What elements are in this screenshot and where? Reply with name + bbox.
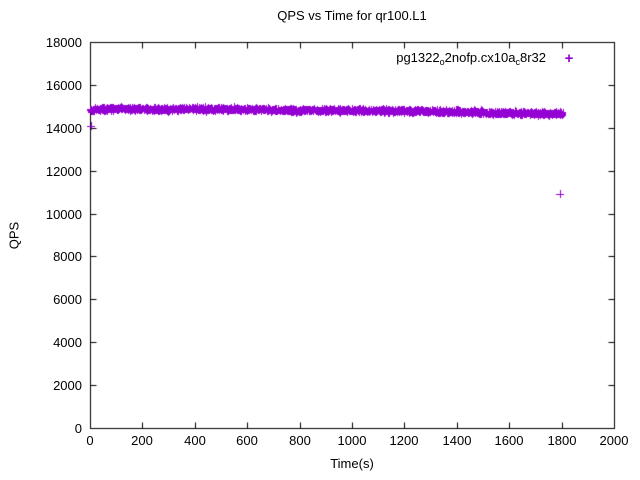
legend-text-part: pg1322 [396,50,440,65]
y-tick-label: 12000 [45,164,82,179]
chart-title: QPS vs Time for qr100.L1 [277,8,427,23]
y-tick-label: 14000 [45,121,82,136]
legend-text-part: 8r32 [519,50,546,65]
y-tick-label: 8000 [53,249,82,264]
x-tick-label: 1600 [494,433,524,448]
y-tick-label: 10000 [45,207,82,222]
x-tick-label: 1200 [389,433,419,448]
y-tick-label: 18000 [45,35,82,50]
x-tick-label: 2000 [599,433,629,448]
x-tick-label: 1000 [337,433,367,448]
legend-text-part: o [439,57,445,67]
x-tick-label: 600 [236,433,258,448]
x-tick-label: 200 [131,433,153,448]
x-tick-label: 800 [289,433,311,448]
y-tick-label: 2000 [53,378,82,393]
legend-plus-marker: + [564,50,574,67]
x-axis-label: Time(s) [330,456,374,471]
legend-text-part: c [515,57,520,67]
y-tick-label: 16000 [45,78,82,93]
y-tick-label: 4000 [53,335,82,350]
legend-series-label: pg1322o2nofp.cx10ac8r32 [396,50,546,67]
legend-text-part: 2nofp.cx10a [444,50,516,65]
x-tick-label: 0 [86,433,94,448]
x-tick-label: 1400 [442,433,472,448]
legend: pg1322o2nofp.cx10ac8r32 + [396,50,592,67]
y-tick-label: 0 [74,421,82,436]
x-tick-label: 1800 [547,433,577,448]
x-tick-label: 400 [184,433,206,448]
y-tick-label: 6000 [53,292,82,307]
